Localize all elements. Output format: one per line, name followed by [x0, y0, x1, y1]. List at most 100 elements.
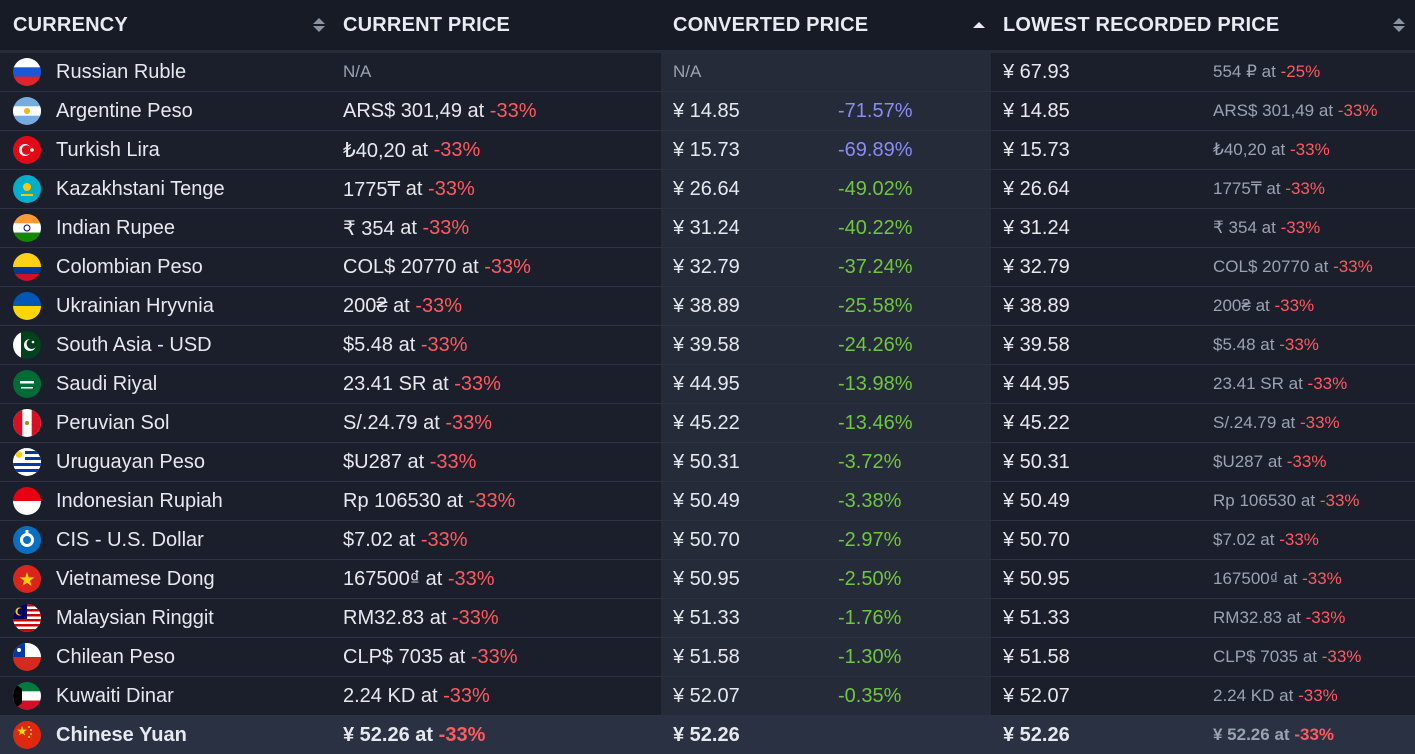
- lowest-original-price: 200₴: [1213, 296, 1251, 315]
- current-discount: -33%: [454, 372, 501, 395]
- lowest-original-price: S/.24.79: [1213, 413, 1277, 432]
- table-row[interactable]: Malaysian Ringgit RM32.83 at -33% ¥ 51.33 -…: [0, 599, 1415, 638]
- currency-name: Kuwaiti Dinar: [56, 684, 174, 707]
- current-price-value: S/.24.79: [343, 411, 418, 434]
- lowest-price: ¥ 51.33: [1003, 606, 1070, 629]
- at-label: at: [415, 723, 434, 746]
- sort-ascending-icon[interactable]: [972, 15, 986, 35]
- header-currency[interactable]: CURRENCY: [13, 13, 128, 36]
- current-price-value: ¥ 52.26: [343, 723, 410, 746]
- flag-cl-icon: [13, 643, 41, 671]
- table-row[interactable]: Indonesian Rupiah Rp 106530 at -33% ¥ 50.4…: [0, 482, 1415, 521]
- current-price: $7.02 at -33%: [343, 521, 468, 559]
- current-price: COL$ 20770 at -33%: [343, 248, 531, 286]
- table-row[interactable]: South Asia - USD $5.48 at -33% ¥ 39.58 -24.…: [0, 326, 1415, 365]
- lowest-price: ¥ 51.58: [1003, 645, 1070, 668]
- at-label: at: [1288, 374, 1303, 393]
- flag-cn-icon: [13, 721, 41, 749]
- flag-co-icon: [13, 253, 41, 281]
- current-price-value: $U287: [343, 450, 402, 473]
- converted-price: ¥ 52.07: [673, 684, 740, 707]
- table-row[interactable]: Kazakhstani Tenge 1775₸ at -33% ¥ 26.64 -49…: [0, 170, 1415, 209]
- at-label: at: [423, 411, 440, 434]
- flag-pk-icon: [13, 331, 41, 359]
- lowest-discount: -33%: [1274, 296, 1315, 315]
- lowest-discount: -33%: [1294, 725, 1335, 744]
- lowest-price-detail: 554 ₽ at -25%: [1213, 53, 1320, 91]
- table-row[interactable]: Peruvian Sol S/.24.79 at -33% ¥ 45.22 -13.4…: [0, 404, 1415, 443]
- table-row[interactable]: Colombian Peso COL$ 20770 at -33% ¥ 32.79 -…: [0, 248, 1415, 287]
- header-converted-price[interactable]: CONVERTED PRICE: [673, 13, 869, 36]
- lowest-price: ¥ 39.58: [1003, 333, 1070, 356]
- converted-column-background: [661, 53, 991, 737]
- currency-name: South Asia - USD: [56, 333, 212, 356]
- lowest-original-price: ¥ 52.26: [1213, 725, 1270, 744]
- lowest-price-detail: $7.02 at -33%: [1213, 521, 1319, 559]
- current-price-value: 2.24 KD: [343, 684, 416, 707]
- lowest-discount: -33%: [1319, 491, 1360, 510]
- converted-price: N/A: [673, 62, 702, 81]
- converted-price: ¥ 51.58: [673, 645, 740, 668]
- lowest-price-detail: CLP$ 7035 at -33%: [1213, 638, 1361, 676]
- current-discount: -33%: [451, 606, 499, 629]
- converted-price: ¥ 50.31: [673, 450, 740, 473]
- table-row[interactable]: Chilean Peso CLP$ 7035 at -33% ¥ 51.58 -1.3…: [0, 638, 1415, 677]
- current-price-value: Rp 106530: [343, 489, 441, 512]
- flag-ru-icon: [13, 58, 41, 86]
- currency-name: Peruvian Sol: [56, 411, 170, 434]
- converted-price: ¥ 15.73: [673, 138, 740, 161]
- converted-price: ¥ 14.85: [673, 99, 740, 122]
- flag-ar-icon: [13, 97, 41, 125]
- converted-price: ¥ 45.22: [673, 411, 740, 434]
- table-row[interactable]: Uruguayan Peso $U287 at -33% ¥ 50.31 -3.72%…: [0, 443, 1415, 482]
- lowest-discount: -33%: [1285, 179, 1325, 198]
- at-label: at: [407, 450, 425, 473]
- lowest-discount: -25%: [1280, 62, 1321, 81]
- at-label: at: [1266, 179, 1281, 198]
- at-label: at: [448, 645, 466, 668]
- table-row[interactable]: Indian Rupee ₹ 354 at -33% ¥ 31.24 -40.22% ¥…: [0, 209, 1415, 248]
- at-label: at: [1271, 140, 1286, 159]
- lowest-price: ¥ 44.95: [1003, 372, 1070, 395]
- currency-name: Kazakhstani Tenge: [56, 177, 225, 200]
- lowest-price-detail: 2.24 KD at -33%: [1213, 677, 1338, 715]
- current-price-value: N/A: [343, 62, 372, 81]
- price-difference: -3.38%: [838, 489, 902, 512]
- flag-sa-icon: [13, 370, 41, 398]
- lowest-original-price: ₺40,20: [1213, 140, 1267, 159]
- currency-name: CIS - U.S. Dollar: [56, 528, 204, 551]
- lowest-original-price: COL$ 20770: [1213, 257, 1310, 276]
- current-price-value: 167500₫: [343, 567, 421, 590]
- sort-both-icon[interactable]: [1392, 15, 1406, 35]
- table-row[interactable]: CIS - U.S. Dollar $7.02 at -33% ¥ 50.70 -2.…: [0, 521, 1415, 560]
- converted-price: ¥ 52.26: [673, 723, 740, 746]
- lowest-original-price: 167500₫: [1213, 569, 1279, 588]
- current-price-value: 23.41 SR: [343, 372, 427, 395]
- price-difference: -1.30%: [838, 645, 902, 668]
- table-row[interactable]: Russian Ruble N/A N/A ¥ 67.93 554 ₽ at -25%: [0, 53, 1415, 92]
- table-row[interactable]: Turkish Lira ₺40,20 at -33% ¥ 15.73 -69.89%…: [0, 131, 1415, 170]
- table-row[interactable]: Kuwaiti Dinar 2.24 KD at -33% ¥ 52.07 -0.35…: [0, 677, 1415, 716]
- lowest-price-detail: $U287 at -33%: [1213, 443, 1326, 481]
- lowest-original-price: $U287: [1213, 452, 1264, 471]
- current-price: 2.24 KD at -33%: [343, 677, 490, 715]
- header-lowest-price[interactable]: LOWEST RECORDED PRICE: [1003, 13, 1280, 36]
- price-difference: -13.98%: [838, 372, 913, 395]
- sort-both-icon[interactable]: [312, 15, 326, 35]
- table-row[interactable]: Ukrainian Hryvnia 200₴ at -33% ¥ 38.89 -25.…: [0, 287, 1415, 326]
- current-price: ARS$ 301,49 at -33%: [343, 92, 537, 130]
- table-row[interactable]: Saudi Riyal 23.41 SR at -33% ¥ 44.95 -13.98…: [0, 365, 1415, 404]
- current-price-value: $7.02: [343, 528, 394, 551]
- price-difference: -2.50%: [838, 567, 902, 590]
- table-row[interactable]: Vietnamese Dong 167500₫ at -33% ¥ 50.95 -2.…: [0, 560, 1415, 599]
- header-current-price[interactable]: CURRENT PRICE: [343, 13, 511, 36]
- at-label: at: [400, 216, 417, 239]
- currency-name: Saudi Riyal: [56, 372, 158, 395]
- current-discount: -33%: [422, 216, 470, 239]
- table-row[interactable]: Argentine Peso ARS$ 301,49 at -33% ¥ 14.85…: [0, 92, 1415, 131]
- price-difference: -1.76%: [838, 606, 902, 629]
- table-row[interactable]: Chinese Yuan ¥ 52.26 at -33% ¥ 52.26 ¥ 52.2…: [0, 716, 1415, 754]
- current-price: ₹ 354 at -33%: [343, 209, 469, 247]
- at-label: at: [405, 177, 423, 200]
- converted-price: ¥ 31.24: [673, 216, 740, 239]
